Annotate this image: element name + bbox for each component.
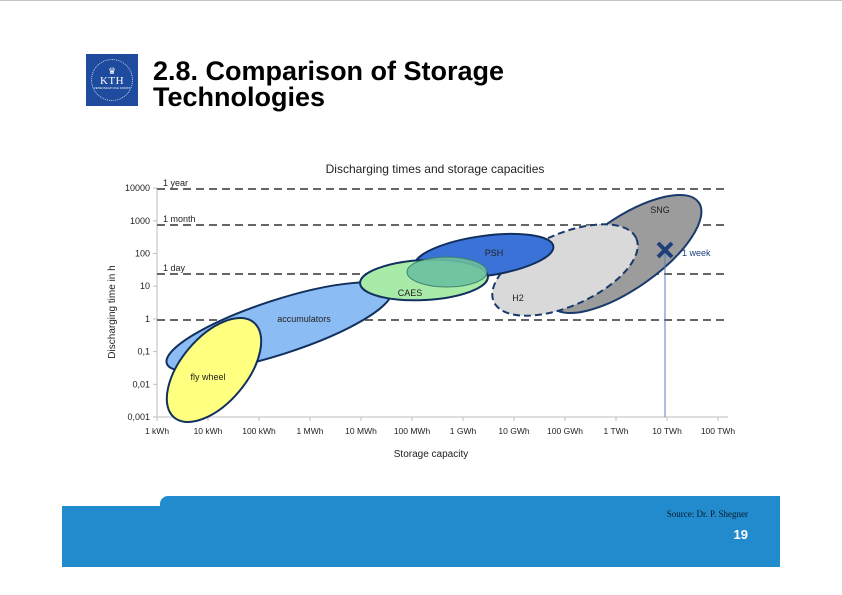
footer-bar [62,506,780,567]
page-number: 19 [733,527,748,542]
reference-line-label: 1 year [163,178,188,188]
y-tick-label: 1000 [130,216,150,226]
y-tick-label: 0,001 [127,412,150,422]
y-axis-label: Discharging time in h [107,265,118,358]
x-tick-label: 1 MWh [297,426,324,436]
x-tick-label: 10 TWh [652,426,682,436]
week-x-marker-icon [656,241,674,259]
svg-text:accumulators: accumulators [277,314,331,324]
region-overlap [406,256,488,288]
x-tick-label: 100 kWh [242,426,276,436]
y-tick-label: 10000 [125,183,150,193]
x-tick-label: 10 GWh [498,426,529,436]
svg-text:CAES: CAES [398,288,423,298]
y-tick-label: 0,1 [137,347,150,357]
logo-ring [91,59,133,101]
region-labels: fly wheel accumulators CAES PSH H2 SNG [190,205,669,382]
reference-line-label: 1 month [163,214,196,224]
y-tick-label: 0,01 [132,379,150,389]
top-border [0,0,842,1]
kth-logo: ♛ KTH VETENSKAP OCH KONST [86,54,138,106]
x-tick-label: 100 MWh [394,426,431,436]
y-tick-label: 100 [135,249,150,259]
svg-text:H2: H2 [512,293,524,303]
reference-line-label: 1 day [163,263,186,273]
svg-text:SNG: SNG [650,205,670,215]
x-tick-label: 1 TWh [604,426,629,436]
x-tick-label: 10 MWh [345,426,377,436]
svg-text:fly wheel: fly wheel [190,372,225,382]
svg-text:PSH: PSH [485,248,504,258]
y-tick-label: 1 [145,314,150,324]
x-axis-label: Storage capacity [394,449,469,460]
x-tick-label: 1 kWh [145,426,169,436]
y-tick-labels: 0,001 0,01 0,1 1 10 100 1000 10000 [125,183,157,422]
region-h2 [491,223,639,317]
x-tick-label: 1 GWh [450,426,477,436]
slide-title: 2.8. Comparison of Storage Technologies [153,56,505,112]
reference-line-labels: 1 year 1 month 1 day [163,178,196,273]
x-tick-label: 10 kWh [194,426,223,436]
x-tick-label: 100 TWh [701,426,736,436]
footer-notch [62,496,160,506]
x-tick-label: 100 GWh [547,426,583,436]
chart-title: Discharging times and storage capacities [326,162,545,176]
x-tick-labels: 1 kWh 10 kWh 100 kWh 1 MWh 10 MWh 100 MWh 1 GW… [145,417,735,436]
source-credit: Source: Dr. P. Shegner [666,509,748,519]
region-fly-wheel [165,316,263,424]
week-label: 1 week [682,248,711,258]
y-tick-label: 10 [140,281,150,291]
